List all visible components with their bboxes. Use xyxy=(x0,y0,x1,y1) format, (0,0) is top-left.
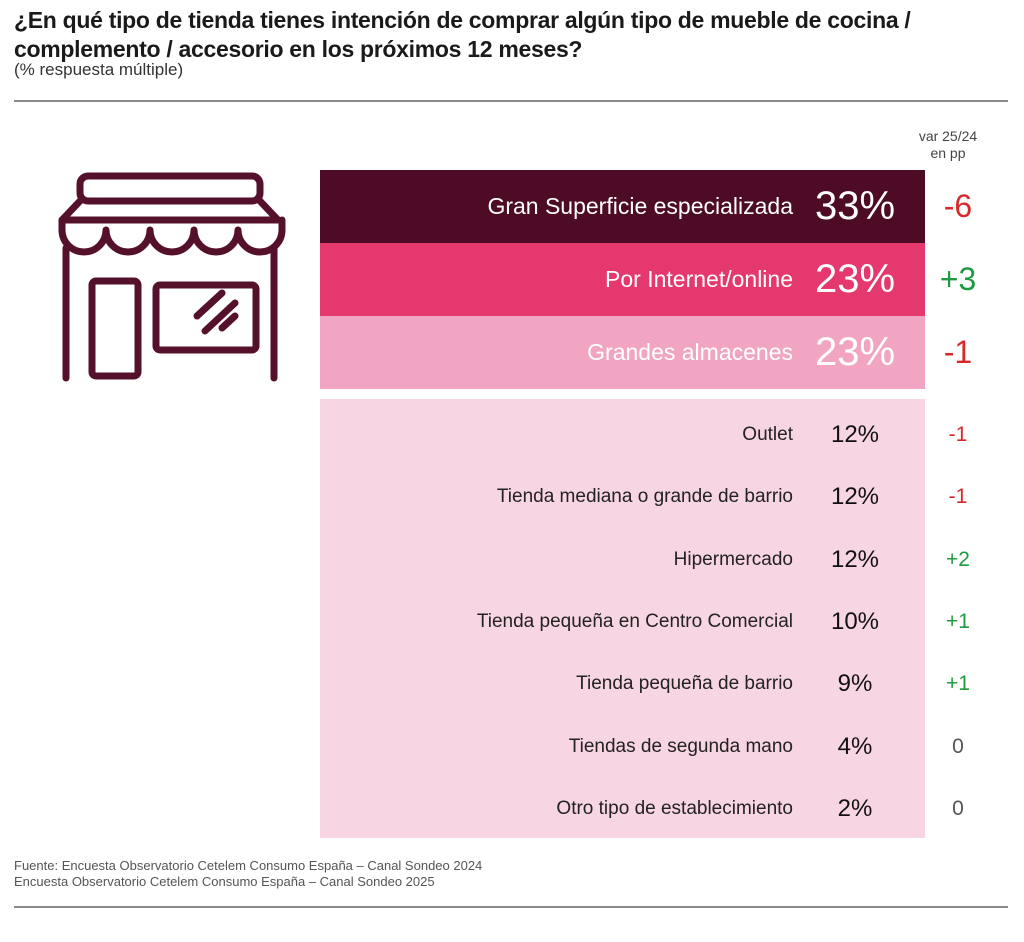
row-label: Otro tipo de establecimiento xyxy=(556,797,793,819)
row-value: 23% xyxy=(814,330,896,374)
row-label: Grandes almacenes xyxy=(587,339,793,365)
source-line-1: Fuente: Encuesta Observatorio Cetelem Co… xyxy=(14,858,483,873)
row-variation: 0 xyxy=(952,796,964,820)
row-variation: +1 xyxy=(946,672,970,696)
row-variation: -1 xyxy=(943,334,973,370)
row-value: 4% xyxy=(837,732,873,760)
row-label: Tienda pequeña de barrio xyxy=(576,673,793,695)
table-row: Gran Superficie especializada 33% xyxy=(320,170,925,243)
table-row: Por Internet/online 23% xyxy=(320,243,925,316)
top-divider xyxy=(14,100,1008,102)
row-label: Hipermercado xyxy=(673,548,793,570)
lower-rows-panel xyxy=(320,399,925,838)
table-row: Otro tipo de establecimiento 2% xyxy=(320,778,925,840)
row-value: 10% xyxy=(830,607,880,635)
row-variation: -6 xyxy=(943,188,973,224)
chart-title: ¿En qué tipo de tienda tienes intención … xyxy=(14,7,911,62)
row-value: 2% xyxy=(837,794,873,822)
row-value: 12% xyxy=(830,421,880,448)
table-row: Tiendas de segunda mano 4% xyxy=(320,716,925,778)
row-value: 33% xyxy=(814,184,896,228)
row-variation: -1 xyxy=(948,423,968,446)
row-label: Tienda pequeña en Centro Comercial xyxy=(476,610,793,632)
row-value: 9% xyxy=(837,670,873,698)
row-variation: +2 xyxy=(946,547,970,571)
table-row: Grandes almacenes 23% xyxy=(320,316,925,389)
row-label: Tienda mediana o grande de barrio xyxy=(496,486,793,508)
row-label: Por Internet/online xyxy=(605,266,793,292)
table-row: Tienda mediana o grande de barrio 12% xyxy=(320,466,925,528)
row-value: 12% xyxy=(830,545,880,573)
var-header-line1: var 25/24 xyxy=(918,128,978,144)
chart-subtitle: (% respuesta múltiple) xyxy=(14,60,184,79)
source-note: Fuente: Encuesta Observatorio Cetelem Co… xyxy=(14,858,482,890)
row-label: Gran Superficie especializada xyxy=(487,193,793,219)
row-label: Tiendas de segunda mano xyxy=(568,735,793,757)
bottom-divider xyxy=(14,906,1008,908)
row-label: Outlet xyxy=(742,424,793,445)
table-row: Hipermercado 12% xyxy=(320,529,925,591)
row-variation: +3 xyxy=(939,261,977,297)
table-row: Tienda pequeña de barrio 9% xyxy=(320,653,925,715)
row-value: 12% xyxy=(830,483,880,511)
row-variation: -1 xyxy=(948,485,968,509)
table-row: Tienda pequeña en Centro Comercial 10% xyxy=(320,591,925,653)
row-value: 23% xyxy=(814,257,896,301)
store-icon xyxy=(58,172,286,382)
var-header: var 25/24 en pp xyxy=(908,128,988,162)
row-variation: +1 xyxy=(946,609,970,633)
var-header-line2: en pp xyxy=(930,145,966,161)
source-line-2: Encuesta Observatorio Cetelem Consumo Es… xyxy=(14,874,435,889)
row-variation: 0 xyxy=(952,734,964,758)
table-row: Outlet 12% xyxy=(320,404,925,466)
